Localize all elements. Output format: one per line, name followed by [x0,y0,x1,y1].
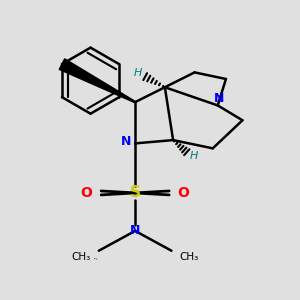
Text: O: O [178,186,190,200]
Text: H: H [133,68,142,78]
Text: N: N [121,135,131,148]
Polygon shape [59,59,135,103]
Text: N: N [214,92,224,105]
Text: CH₃: CH₃ [180,252,199,262]
Text: O: O [81,186,92,200]
Text: N: N [96,259,97,260]
Text: CH₃: CH₃ [71,252,91,262]
Text: N: N [130,224,140,237]
Text: S: S [130,185,141,200]
Text: H: H [190,151,198,161]
Text: N(CH₃): N(CH₃) [94,258,98,260]
